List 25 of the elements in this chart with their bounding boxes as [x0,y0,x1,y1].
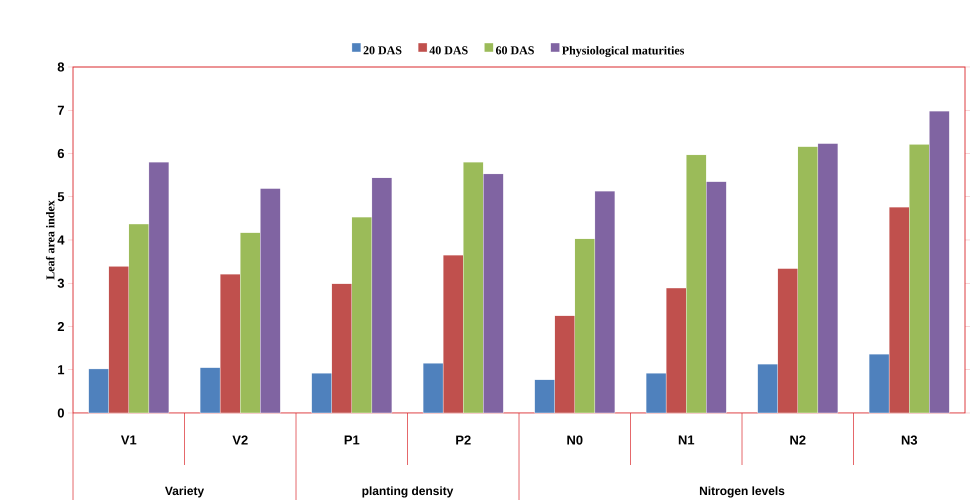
y-tick-label: 2 [58,322,64,332]
y-tick-label: 4 [57,236,64,244]
y-tick-label: 7 [58,106,64,115]
y-tick-label: 5 [58,192,64,202]
x-tick-label: P1 [344,436,360,444]
legend-label: 40 DAS [429,46,468,54]
x-tick-label: V2 [232,436,248,445]
y-tick-label: 3 [58,278,64,288]
legend-label: 20 DAS [364,46,402,54]
y-tick-label: 0 [58,408,64,418]
text: Nitrogen levels [700,486,784,498]
x-tick-label: N3 [902,436,918,445]
x-tick-label: N2 [790,436,806,445]
y-tick-label: 1 [58,365,64,374]
x-tick-label: N0 [567,436,582,445]
x-tick-label: P2 [456,436,471,445]
x-tick-label: V1 [120,436,136,444]
y-tick-label: 6 [58,148,64,158]
legend-label: 60 DAS [496,46,534,54]
text: planting density [362,486,454,498]
legend-label: Physiological maturities [562,46,684,58]
y-tick-label: 8 [58,62,64,72]
y-axis-title: Leaf area index [46,200,54,280]
x-tick-label: N1 [678,436,694,444]
text: Variety [164,486,204,498]
